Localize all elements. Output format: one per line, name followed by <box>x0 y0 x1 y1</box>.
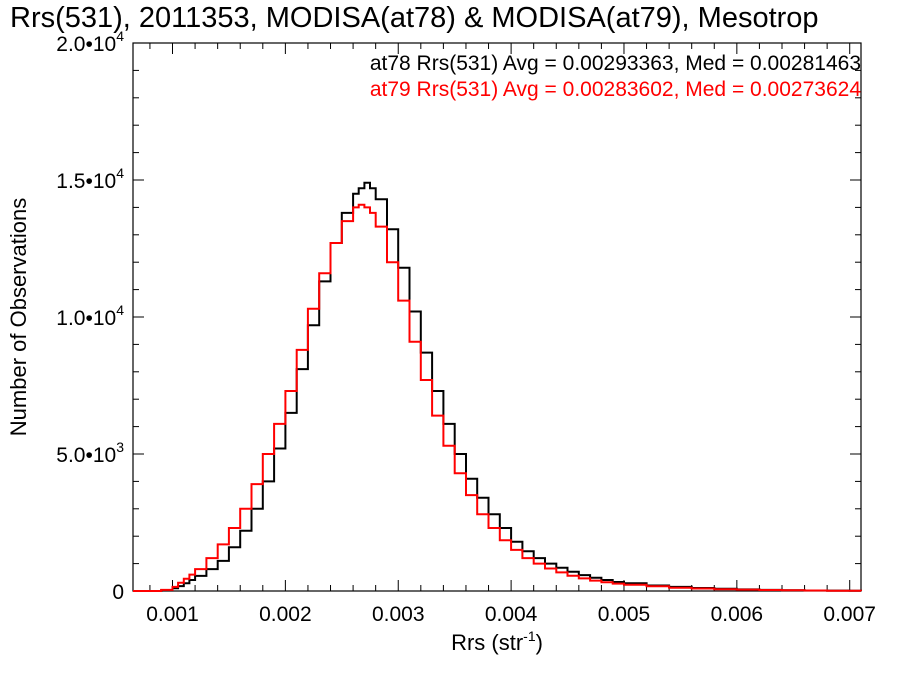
x-tick-label: 0.004 <box>485 603 538 626</box>
y-tick-label: 5.0•103 <box>56 439 124 467</box>
x-tick-label: 0.007 <box>823 603 876 626</box>
series-line-at78 <box>133 181 862 592</box>
x-axis-label: Rrs (str-1) <box>451 628 543 655</box>
plot-area: 0.001 0.002 0.003 0.004 0.005 0.006 0.007 0 5.0•… <box>56 28 876 626</box>
chart-title: Rrs(531), 2011353, MODISA(at78) & MODISA… <box>10 2 819 34</box>
x-tick-label: 0.001 <box>146 603 199 626</box>
x-tick-label: 0.005 <box>598 603 651 626</box>
x-axis-label-superscript: -1 <box>523 628 536 644</box>
x-tick-label: 0.002 <box>259 603 312 626</box>
x-axis-label-close: ) <box>536 630 543 655</box>
x-tick-label: 0.006 <box>711 603 764 626</box>
x-tick-label: 0.003 <box>372 603 425 626</box>
y-tick-label: 1.5•104 <box>56 165 124 193</box>
y-tick-label: 2.0•104 <box>56 28 124 56</box>
x-axis-label-text: Rrs (str <box>451 630 523 655</box>
series-line-at79 <box>133 203 862 592</box>
legend-entry-at78: at78 Rrs(531) Avg = 0.00293363, Med = 0.… <box>370 52 861 75</box>
y-axis-label: Number of Observations <box>6 198 31 436</box>
legend-entry-at79: at79 Rrs(531) Avg = 0.00283602, Med = 0.… <box>370 78 861 101</box>
y-tick-label: 0 <box>112 581 124 604</box>
y-tick-label: 1.0•104 <box>56 302 124 330</box>
